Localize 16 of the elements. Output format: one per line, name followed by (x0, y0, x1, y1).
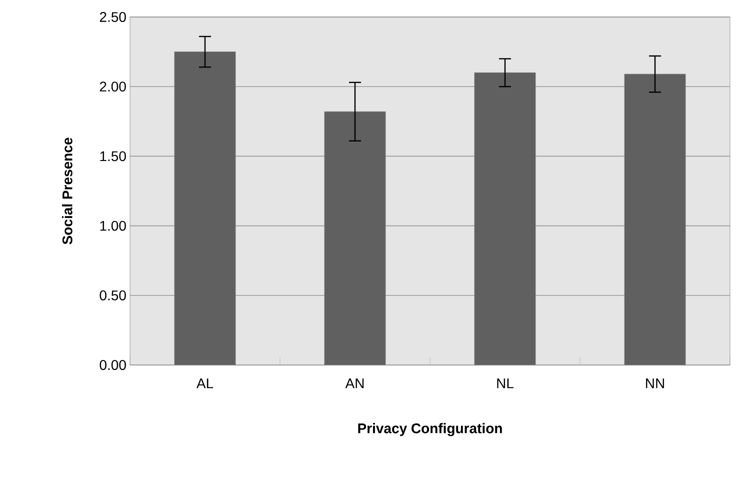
x-axis-title: Privacy Configuration (358, 423, 502, 436)
x-tick-label: AL (196, 378, 214, 388)
y-tick-label: 0.50 (100, 290, 126, 300)
bar (174, 52, 236, 365)
x-tick-label: NN (646, 378, 664, 388)
bar (324, 111, 386, 365)
bar (474, 72, 536, 365)
x-tick-label: NL (497, 378, 514, 388)
y-tick-label: 2.00 (100, 82, 126, 92)
y-tick-label: 1.50 (100, 151, 126, 162)
y-tick-label: 1.00 (100, 220, 126, 231)
y-tick-label: 0.00 (100, 360, 126, 370)
y-axis-title: Social Presence (62, 138, 72, 244)
y-tick-label: 2.50 (100, 12, 126, 22)
bar (624, 74, 686, 365)
x-tick-label: AN (345, 378, 364, 388)
